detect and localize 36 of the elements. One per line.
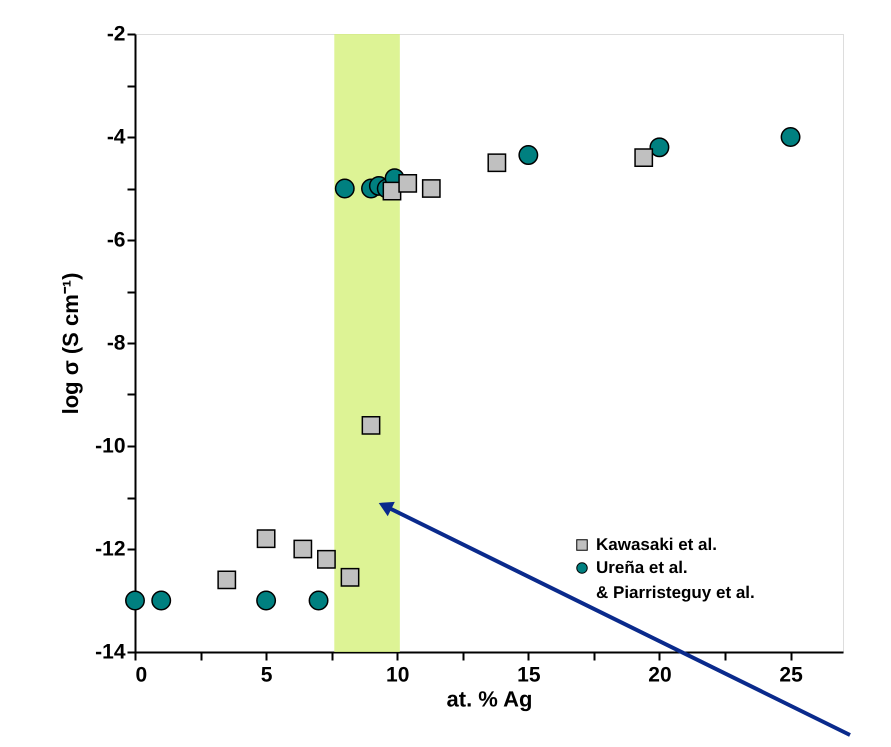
point — [382, 182, 402, 200]
point — [317, 550, 336, 569]
point — [256, 590, 276, 610]
x-tick-label: 15 — [517, 664, 541, 686]
y-tick-label: -10 — [95, 434, 126, 458]
point — [634, 148, 654, 168]
y-tick-label: -4 — [106, 126, 126, 148]
y-tick-label: -6 — [106, 228, 126, 252]
point — [125, 590, 145, 610]
point — [334, 178, 355, 198]
y-axis-title: log σ (S cm⁻¹) — [58, 272, 84, 414]
point — [780, 127, 801, 147]
y-tick-label: -12 — [95, 538, 126, 560]
point — [422, 179, 441, 198]
point — [362, 416, 380, 435]
point — [308, 590, 329, 610]
x-tick-label: 25 — [779, 664, 804, 686]
point — [293, 540, 312, 558]
x-tick-label: 0 — [136, 664, 148, 686]
y-tick-label: -2 — [106, 22, 126, 46]
y-tick-label: -8 — [106, 332, 126, 354]
point — [151, 590, 172, 610]
x-axis-title: at. % Ag — [446, 686, 532, 712]
point — [398, 174, 418, 193]
point — [217, 570, 236, 590]
point — [649, 137, 670, 158]
point — [487, 153, 506, 172]
y-tick-label: -14 — [95, 640, 126, 664]
x-tick-label: 10 — [386, 664, 410, 686]
legend-label: Ureña et al. & Piarristeguy et al. — [596, 558, 755, 602]
point — [256, 529, 276, 548]
x-tick-label: 20 — [648, 664, 672, 686]
point — [518, 145, 538, 165]
legend-label: Kawasaki et al. — [596, 535, 717, 554]
point — [340, 568, 360, 587]
x-tick-label: 5 — [260, 664, 273, 686]
